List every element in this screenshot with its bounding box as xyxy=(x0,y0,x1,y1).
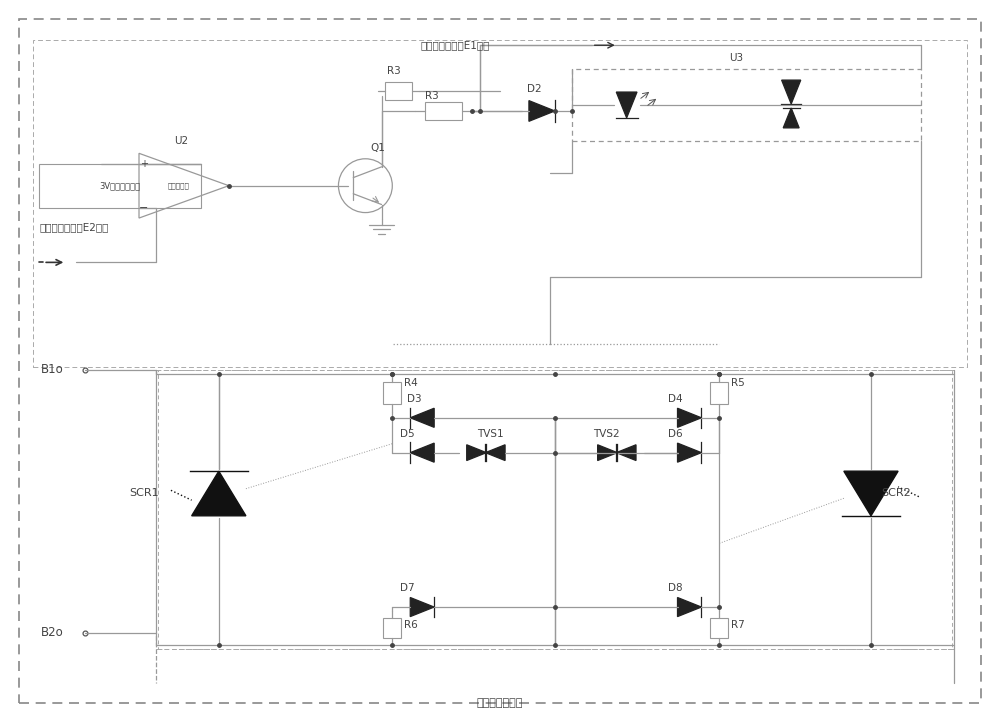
Text: U3: U3 xyxy=(729,53,743,63)
Text: R5: R5 xyxy=(731,378,745,388)
Text: B1o: B1o xyxy=(41,363,64,376)
Polygon shape xyxy=(410,408,434,427)
Bar xyxy=(39,164,201,208)
Text: B2o: B2o xyxy=(41,627,64,640)
Text: SCR1: SCR1 xyxy=(129,489,159,498)
Text: 3V参考电压芯片: 3V参考电压芯片 xyxy=(99,181,141,190)
Polygon shape xyxy=(467,445,486,461)
Polygon shape xyxy=(783,108,799,128)
Bar xyxy=(425,102,462,120)
Text: D8: D8 xyxy=(668,583,682,593)
Text: −: − xyxy=(139,203,149,212)
Bar xyxy=(385,82,412,100)
Text: D6: D6 xyxy=(668,429,682,439)
Text: D5: D5 xyxy=(400,429,415,439)
Text: D4: D4 xyxy=(668,393,682,404)
Bar xyxy=(383,381,401,404)
Text: R7: R7 xyxy=(731,620,745,630)
Text: U2: U2 xyxy=(174,136,188,146)
Text: R3: R3 xyxy=(425,91,439,101)
Text: D7: D7 xyxy=(400,583,415,593)
Text: R4: R4 xyxy=(404,378,418,388)
Text: TVS1: TVS1 xyxy=(477,429,504,439)
Bar xyxy=(710,381,728,404)
Text: TVS2: TVS2 xyxy=(593,429,619,439)
Polygon shape xyxy=(192,471,246,516)
Bar xyxy=(572,69,921,141)
Text: SCR2: SCR2 xyxy=(881,489,911,498)
Polygon shape xyxy=(410,598,434,617)
Text: 至控制保护电路E1端口: 至控制保护电路E1端口 xyxy=(420,40,490,51)
Text: R3: R3 xyxy=(387,66,400,76)
Text: D3: D3 xyxy=(407,393,422,404)
Polygon shape xyxy=(485,445,505,461)
Text: 电压比较器: 电压比较器 xyxy=(168,183,190,189)
Text: +: + xyxy=(140,159,148,169)
Bar xyxy=(158,370,952,649)
Polygon shape xyxy=(616,92,637,118)
Polygon shape xyxy=(598,445,617,461)
Polygon shape xyxy=(678,598,701,617)
Text: R6: R6 xyxy=(404,620,418,630)
Text: Q1: Q1 xyxy=(370,143,385,153)
Bar xyxy=(383,618,401,638)
Bar xyxy=(33,40,967,367)
Text: 自保护电子开关: 自保护电子开关 xyxy=(477,697,523,708)
Polygon shape xyxy=(782,80,801,104)
Polygon shape xyxy=(844,471,898,516)
Text: D2: D2 xyxy=(527,84,542,94)
Text: 至控制保护电路E2端口: 至控制保护电路E2端口 xyxy=(39,222,109,232)
Bar xyxy=(710,618,728,638)
Polygon shape xyxy=(410,443,434,462)
Polygon shape xyxy=(616,445,636,461)
Polygon shape xyxy=(678,408,701,427)
Polygon shape xyxy=(678,443,701,462)
Polygon shape xyxy=(529,100,555,121)
